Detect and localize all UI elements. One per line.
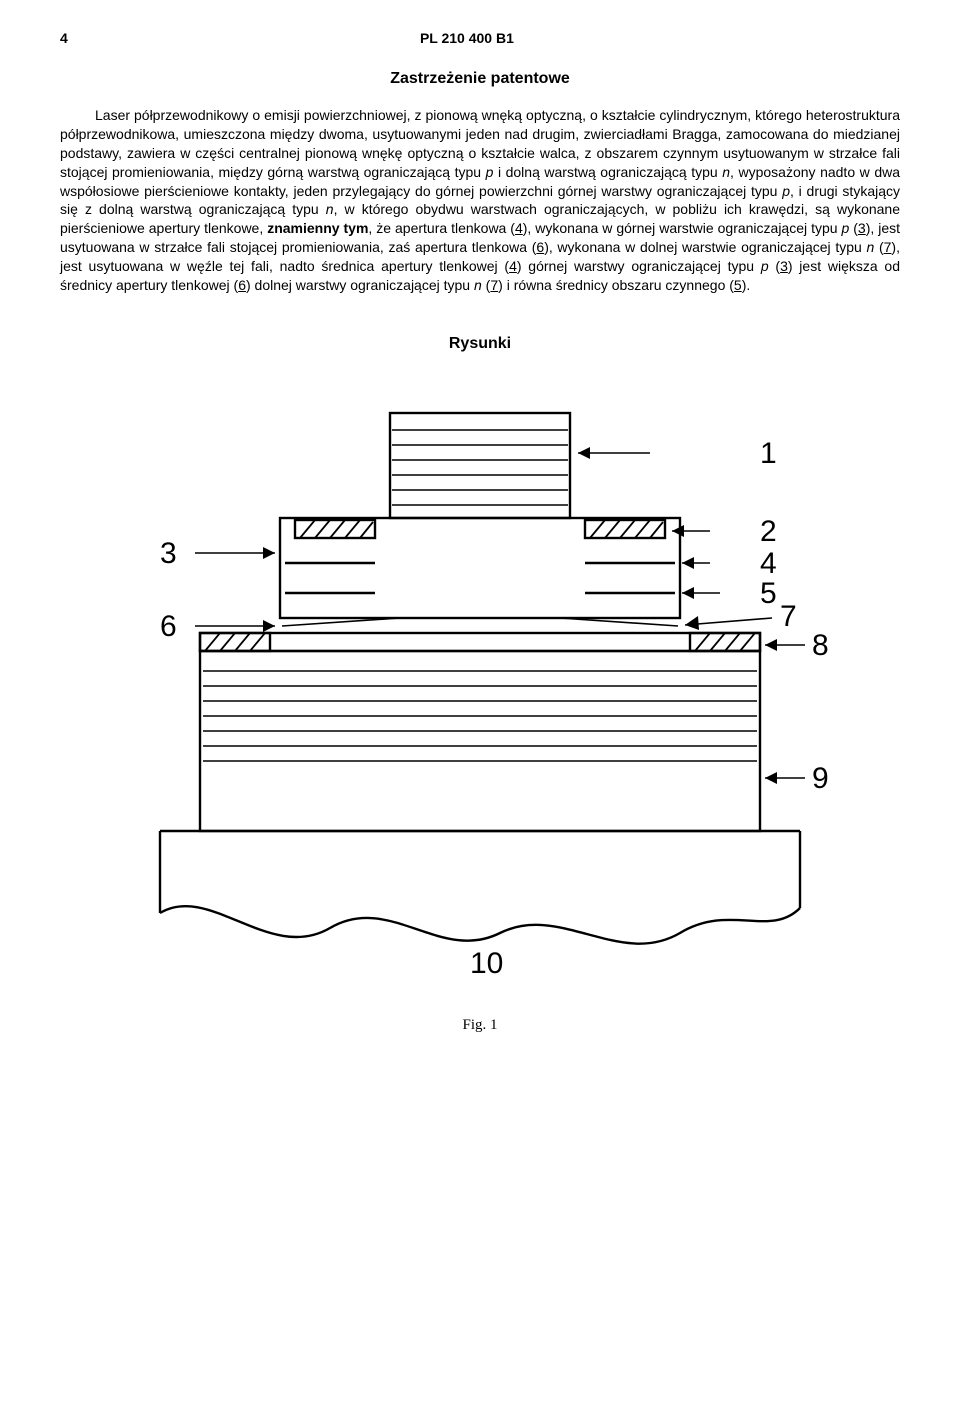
label-4: 4	[760, 547, 777, 580]
label-6: 6	[160, 610, 177, 643]
claim-run: ) i równa średnicy obszaru czynnego (	[498, 277, 734, 293]
figure-1: 1 2 4	[60, 383, 900, 1003]
italic-n: n	[474, 277, 482, 293]
claim-title: Zastrzeżenie patentowe	[60, 70, 900, 88]
claim-run: ) górnej warstwy ograniczającej typu	[517, 258, 761, 274]
underline-ref: 5	[734, 277, 742, 293]
claim-run: (	[874, 239, 883, 255]
figure-caption: Fig. 1	[60, 1017, 900, 1034]
claim-run: ).	[742, 277, 751, 293]
claim-run: i dolną warstwą ograniczającą typu	[493, 164, 722, 180]
claim-body: Laser półprzewodnikowy o emisji powierzc…	[60, 106, 900, 295]
underline-ref: 3	[858, 220, 866, 236]
label-3: 3	[160, 537, 177, 570]
underline-ref: 6	[238, 277, 246, 293]
claim-run: , że apertura tlenkowa (	[368, 220, 515, 236]
italic-p: p	[761, 258, 769, 274]
italic-p: p	[782, 183, 790, 199]
bold-run: znamienny tym	[267, 220, 368, 236]
label-9: 9	[812, 762, 829, 795]
underline-ref: 4	[509, 258, 517, 274]
page-header: 4 PL 210 400 B1	[60, 30, 900, 46]
label-10: 10	[470, 947, 503, 980]
underline-ref: 4	[515, 220, 523, 236]
underline-ref: 3	[780, 258, 788, 274]
claim-run: ), wykonana w dolnej warstwie ograniczaj…	[544, 239, 866, 255]
label-7: 7	[780, 600, 797, 633]
label-5: 5	[760, 577, 777, 610]
italic-n: n	[722, 164, 730, 180]
claim-run: ), wykonana w górnej warstwie ograniczaj…	[523, 220, 842, 236]
figures-title: Rysunki	[60, 335, 900, 353]
claim-run: (	[769, 258, 780, 274]
figure-1-svg: 1 2 4	[100, 383, 860, 1003]
label-2: 2	[760, 515, 777, 548]
document-id: PL 210 400 B1	[48, 30, 886, 46]
label-1: 1	[760, 437, 777, 470]
claim-run: (	[849, 220, 858, 236]
underline-ref: 7	[490, 277, 498, 293]
italic-n: n	[326, 201, 334, 217]
claim-run: ) dolnej warstwy ograniczającej typu	[246, 277, 474, 293]
label-8: 8	[812, 629, 829, 662]
